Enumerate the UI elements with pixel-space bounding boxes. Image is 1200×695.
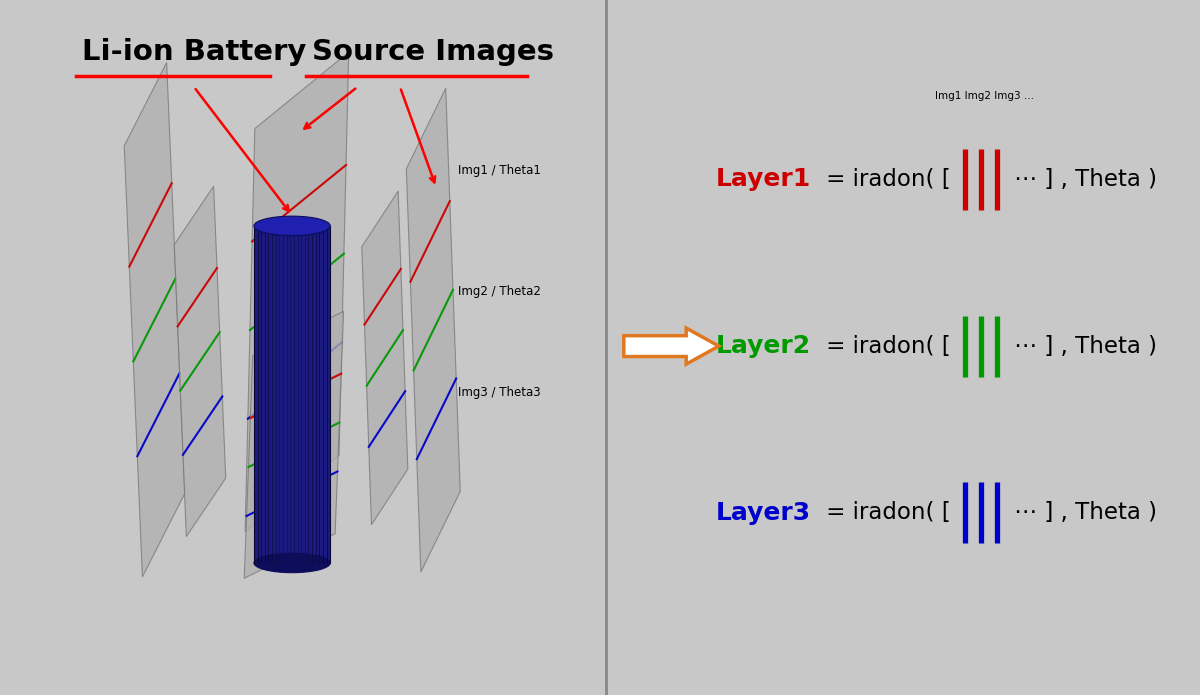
Text: Img1 Img2 Img3 ...: Img1 Img2 Img3 ... <box>936 91 1034 101</box>
Polygon shape <box>245 311 343 578</box>
Polygon shape <box>407 88 461 572</box>
Text: Img1 / Theta1: Img1 / Theta1 <box>457 164 540 177</box>
Text: Layer3: Layer3 <box>716 501 811 525</box>
Text: ⋯ ] , Theta ): ⋯ ] , Theta ) <box>1007 501 1157 525</box>
Polygon shape <box>245 52 349 532</box>
Polygon shape <box>361 191 408 525</box>
Text: Layer2: Layer2 <box>716 334 811 358</box>
Text: = iradon( [: = iradon( [ <box>818 167 950 191</box>
Polygon shape <box>125 63 185 577</box>
Text: Li-ion Battery: Li-ion Battery <box>82 38 306 66</box>
Text: Img2 / Theta2: Img2 / Theta2 <box>457 286 540 298</box>
Bar <box>254 226 330 563</box>
Ellipse shape <box>254 216 330 236</box>
Text: ⋯ ] , Theta ): ⋯ ] , Theta ) <box>1007 167 1157 191</box>
Text: Source Images: Source Images <box>312 38 554 66</box>
Text: ⋯ ] , Theta ): ⋯ ] , Theta ) <box>1007 334 1157 358</box>
Ellipse shape <box>254 553 330 573</box>
Text: Img3 / Theta3: Img3 / Theta3 <box>457 386 540 399</box>
Text: = iradon( [: = iradon( [ <box>818 501 950 525</box>
Polygon shape <box>624 328 719 364</box>
Text: = iradon( [: = iradon( [ <box>818 334 950 358</box>
Text: Layer1: Layer1 <box>716 167 811 191</box>
Polygon shape <box>174 186 226 537</box>
